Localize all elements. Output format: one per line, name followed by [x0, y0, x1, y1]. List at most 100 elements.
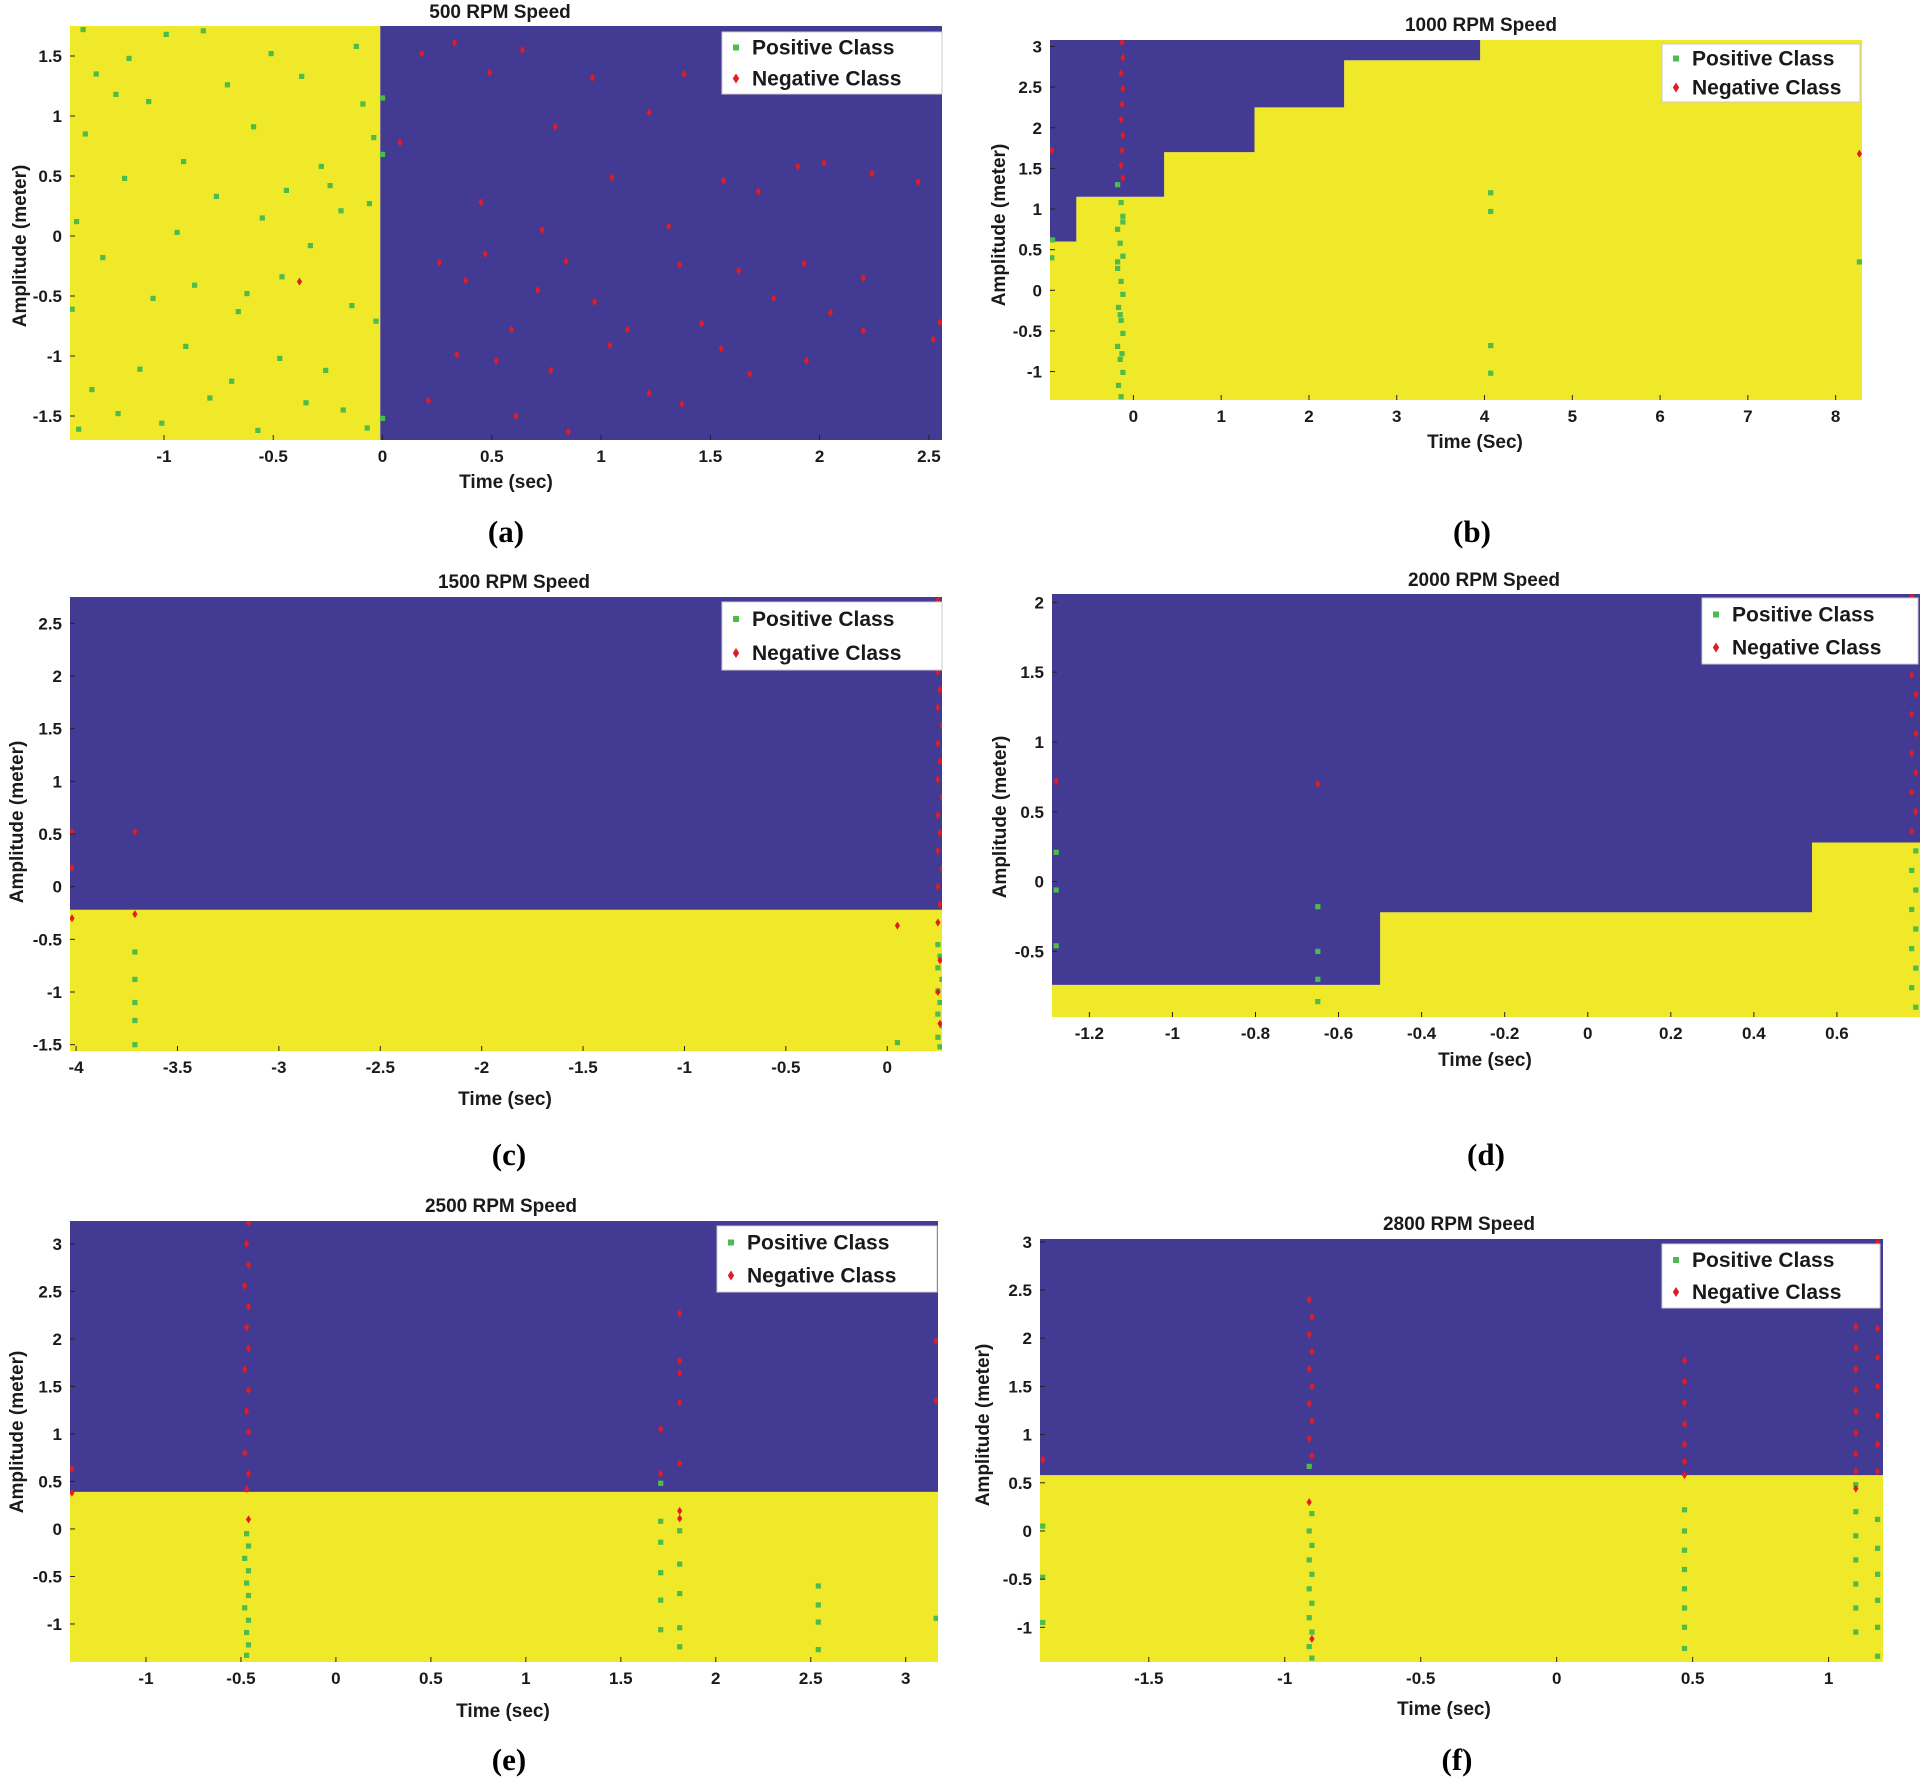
- y-tick-label: 0: [1033, 281, 1042, 300]
- x-tick-label: -0.5: [259, 447, 288, 466]
- negative-point: [245, 1221, 252, 1227]
- negative-point: [493, 356, 499, 365]
- negative-point: [1681, 1440, 1688, 1449]
- plot-area: [70, 597, 942, 1051]
- positive-point: [268, 51, 274, 57]
- negative-point: [436, 258, 442, 267]
- positive-point: [137, 366, 143, 372]
- x-tick-label: 0: [1552, 1669, 1561, 1688]
- positive-point: [815, 1619, 821, 1625]
- positive-point: [1050, 237, 1056, 243]
- positive-point: [1853, 1629, 1859, 1635]
- legend-entry: Negative Class: [1692, 1281, 1841, 1304]
- negative-point: [548, 366, 554, 375]
- y-tick-label: 1: [53, 107, 62, 126]
- x-tick-label: -1: [1165, 1024, 1180, 1043]
- legend-entry: Positive Class: [1732, 604, 1874, 627]
- chart-title: 500 RPM Speed: [429, 2, 571, 23]
- negative-point: [1853, 1343, 1859, 1352]
- positive-point: [1120, 330, 1126, 336]
- positive-point: [1909, 867, 1915, 873]
- y-tick-label: 1: [1033, 200, 1042, 219]
- x-tick-label: -1.2: [1075, 1024, 1104, 1043]
- positive-point: [1306, 1557, 1312, 1563]
- positive-point: [1309, 1511, 1315, 1517]
- y-tick-label: 0.5: [1018, 241, 1042, 260]
- positive-point: [132, 949, 138, 955]
- negative-point: [244, 1485, 250, 1493]
- positive-point: [1115, 382, 1122, 388]
- negative-point: [1875, 1411, 1881, 1420]
- positive-point: [113, 91, 119, 97]
- panel-e: 2500 RPM Speed Time (sec) Amplitude (met…: [7, 1196, 938, 1777]
- positive-point: [229, 378, 235, 384]
- positive-point: [1309, 1542, 1315, 1548]
- panel-b: 1000 RPM Speed Time (Sec) Amplitude (met…: [989, 15, 1862, 549]
- positive-point: [1681, 1528, 1688, 1534]
- negative-point: [132, 827, 138, 836]
- negative-point: [827, 308, 834, 317]
- positive-point: [815, 1583, 821, 1589]
- x-tick-label: 0.5: [480, 447, 504, 466]
- negative-point: [658, 1469, 664, 1478]
- y-tick-label: -1: [47, 1615, 62, 1634]
- x-tick-label: -1: [156, 447, 171, 466]
- negative-point: [736, 266, 742, 275]
- positive-point: [658, 1627, 664, 1633]
- y-tick-label: 1.5: [1020, 663, 1044, 682]
- positive-point: [192, 282, 198, 288]
- y-tick-label: 0.5: [38, 1472, 62, 1491]
- positive-point: [80, 27, 86, 33]
- positive-point: [76, 426, 82, 432]
- positive-point: [259, 215, 265, 221]
- positive-region: [70, 909, 942, 1051]
- negative-point: [609, 173, 615, 182]
- positive-point: [1309, 1571, 1315, 1577]
- x-tick-label: 7: [1743, 407, 1752, 426]
- y-tick-label: 1.5: [1008, 1377, 1032, 1396]
- positive-point: [251, 124, 257, 130]
- x-tick-label: 2.5: [917, 447, 941, 466]
- positive-point: [1309, 1655, 1315, 1661]
- x-tick-label: -1: [1277, 1669, 1292, 1688]
- negative-point: [933, 1336, 938, 1345]
- negative-point: [397, 138, 403, 147]
- positive-point: [353, 43, 359, 49]
- negative-point: [646, 108, 652, 117]
- positive-point: [379, 415, 386, 421]
- legend-positive-marker: [733, 616, 739, 622]
- negative-point: [1853, 1386, 1859, 1395]
- negative-point: [677, 1369, 683, 1378]
- negative-region: [1052, 594, 1920, 985]
- positive-point: [677, 1644, 683, 1650]
- negative-point: [245, 1428, 252, 1436]
- positive-point: [815, 1647, 821, 1653]
- negative-point: [1119, 146, 1125, 155]
- positive-point: [245, 1568, 252, 1574]
- x-tick-label: 0: [331, 1669, 340, 1688]
- positive-point: [1120, 253, 1126, 259]
- positive-point: [1117, 240, 1123, 246]
- positive-point: [1115, 259, 1121, 265]
- negative-point: [869, 169, 875, 178]
- negative-point: [681, 70, 687, 78]
- negative-point: [244, 1407, 250, 1416]
- negative-point: [860, 326, 866, 335]
- positive-point: [1315, 999, 1321, 1005]
- x-tick-label: 2.5: [799, 1669, 823, 1688]
- positive-point: [1053, 849, 1059, 855]
- negative-point: [244, 1239, 250, 1248]
- negative-point: [935, 811, 941, 819]
- x-tick-label: 0.6: [1825, 1024, 1849, 1043]
- chart-title: 2000 RPM Speed: [1408, 570, 1560, 591]
- negative-point: [677, 1309, 683, 1318]
- positive-point: [150, 295, 156, 301]
- positive-point: [207, 395, 213, 401]
- positive-point: [1909, 985, 1915, 991]
- negative-point: [1120, 131, 1126, 140]
- positive-point: [1118, 394, 1124, 400]
- negative-point: [939, 721, 942, 730]
- negative-point: [519, 46, 525, 54]
- negative-point: [1309, 1417, 1315, 1426]
- negative-point: [245, 1386, 252, 1395]
